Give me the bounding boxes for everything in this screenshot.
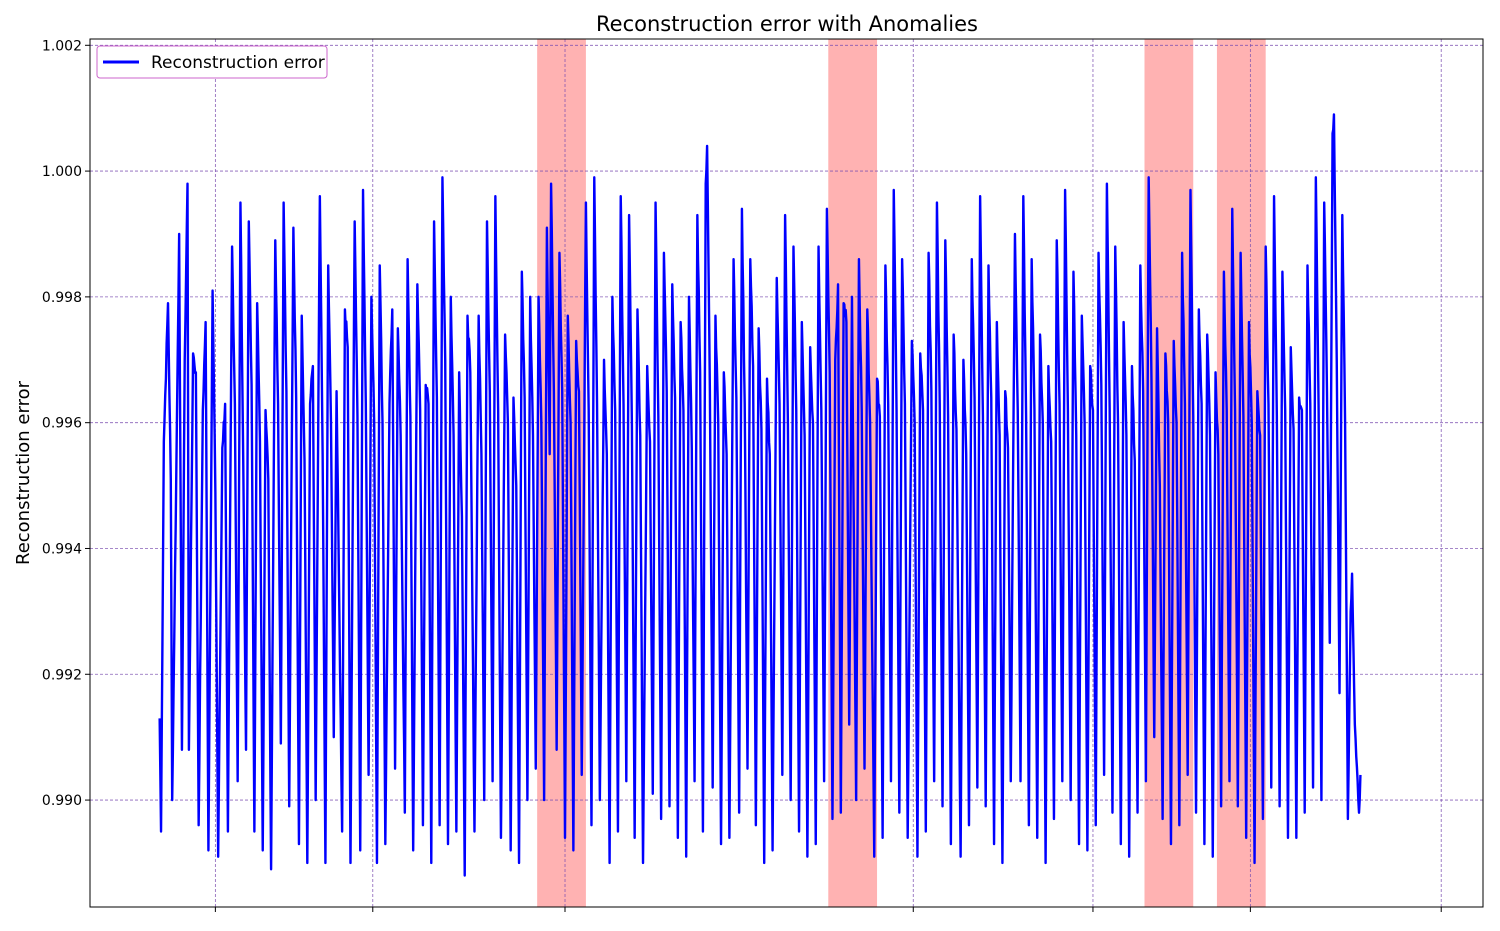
y-tick-label: 0.996 [42,416,82,432]
y-ticks: 0.990 0.992 0.994 0.996 0.998 1.000 1.002 [42,38,90,809]
y-tick-label: 1.000 [42,164,82,180]
legend-label: Reconstruction error [151,53,325,73]
x-ticks [214,907,1442,912]
plot-frame [89,38,1484,908]
anomaly-region [1216,39,1266,907]
legend-box [96,45,328,79]
y-tick-label: 1.002 [42,38,82,54]
series-line [158,113,1362,877]
y-tick-label: 0.994 [42,541,82,557]
chart-title: Reconstruction error with Anomalies [596,12,978,36]
y-axis-label: Reconstruction error [13,380,34,565]
y-tick-label: 0.990 [42,793,82,809]
series-layer [158,113,1362,877]
legend: Reconstruction error [96,45,328,79]
y-tick-label: 0.998 [42,290,82,306]
y-tick-label: 0.992 [42,667,82,683]
